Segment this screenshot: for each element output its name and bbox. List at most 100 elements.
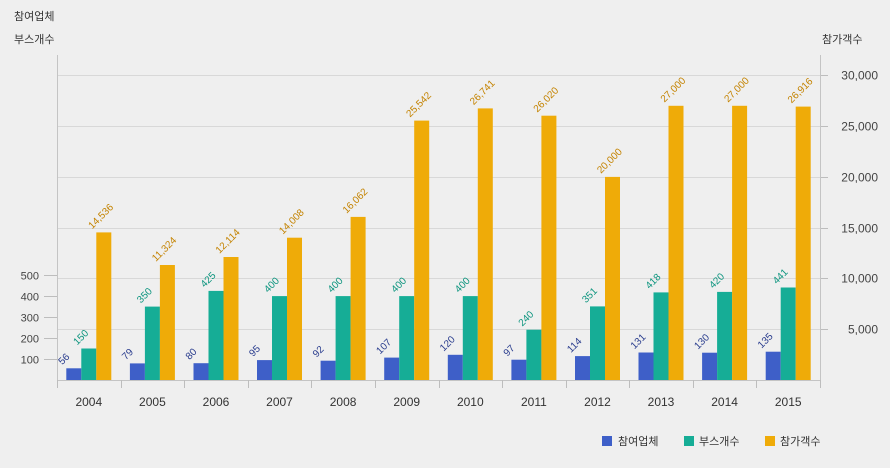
right-tick-label: 5,000	[848, 323, 878, 337]
bars	[66, 105, 811, 381]
bar-booths-2004	[81, 348, 97, 380]
bar-visitors-2011	[541, 115, 557, 380]
value-label-booths-2011: 240	[517, 309, 537, 329]
x-tick-label-2015: 2015	[775, 395, 802, 409]
x-tick-label-2005: 2005	[139, 395, 166, 409]
left-axis-title-line-1: 참여업체	[14, 10, 54, 23]
bar-booths-2014	[717, 291, 733, 380]
legend-swatch-visitors	[765, 436, 775, 446]
right-tick-label: 15,000	[841, 222, 878, 236]
bar-companies-2015	[765, 351, 781, 380]
bar-companies-2012	[575, 356, 590, 380]
value-label-visitors-2014: 27,000	[722, 75, 752, 105]
value-label-booths-2006: 425	[199, 270, 219, 290]
value-label-companies-2005: 79	[120, 347, 136, 363]
right-tick-label: 25,000	[841, 120, 878, 134]
left-tick-label: 500	[21, 271, 39, 283]
legend: 참여업체 부스개수 참가객수	[602, 435, 820, 448]
value-label-booths-2005: 350	[135, 286, 155, 306]
value-label-visitors-2004: 14,536	[87, 202, 117, 232]
value-label-companies-2011: 97	[502, 343, 518, 359]
bar-companies-2014	[702, 352, 718, 380]
x-tick-label-2004: 2004	[75, 395, 102, 409]
value-label-companies-2013: 131	[629, 332, 649, 352]
value-label-companies-2009: 107	[375, 337, 395, 357]
bar-visitors-2015	[795, 106, 811, 380]
x-tick-label-2008: 2008	[330, 395, 357, 409]
value-label-visitors-2005: 11,324	[150, 235, 179, 264]
bar-companies-2010	[447, 354, 463, 380]
bar-companies-2011	[511, 359, 527, 380]
value-label-visitors-2012: 20,000	[595, 146, 625, 176]
bar-visitors-2008	[350, 216, 366, 380]
right-axis-title: 참가객수	[822, 33, 862, 46]
legend-label-booths: 부스개수	[699, 435, 739, 448]
bar-booths-2009	[399, 296, 415, 380]
x-tick-label-2007: 2007	[266, 395, 293, 409]
left-tick-label: 300	[21, 313, 39, 325]
value-label-booths-2013: 418	[644, 272, 664, 292]
value-label-booths-2004: 150	[72, 328, 92, 348]
value-label-visitors-2006: 12,114	[214, 227, 243, 256]
bar-visitors-2014	[732, 105, 748, 381]
x-tick-label-2010: 2010	[457, 395, 484, 409]
x-tick-label-2011: 2011	[521, 395, 547, 409]
value-label-companies-2010: 120	[438, 334, 458, 354]
x-axis-labels: 2004 2005 2006 2007 2008 2009 2010 2011 2012 2013…	[75, 395, 801, 409]
bar-companies-2008	[320, 360, 336, 380]
x-tick-label-2012: 2012	[584, 395, 611, 409]
bar-companies-2006	[193, 363, 209, 380]
bar-booths-2012	[590, 306, 605, 380]
left-axis-title-line-2: 부스개수	[14, 33, 54, 46]
bar-booths-2006	[208, 290, 224, 380]
right-tick-label: 20,000	[841, 171, 878, 185]
bar-booths-2011	[526, 329, 542, 380]
legend-swatch-companies	[602, 436, 612, 446]
bar-visitors-2010	[477, 108, 493, 381]
bar-booths-2010	[462, 296, 478, 380]
x-tick-label-2006: 2006	[203, 395, 230, 409]
legend-label-visitors: 참가객수	[780, 435, 820, 448]
x-tick-label-2009: 2009	[393, 395, 420, 409]
bar-booths-2008	[335, 296, 351, 380]
value-label-visitors-2013: 27,000	[659, 75, 689, 105]
left-tick-label: 100	[21, 355, 39, 367]
value-label-visitors-2007: 14,008	[277, 207, 307, 237]
value-label-visitors-2009: 25,542	[405, 90, 435, 120]
value-label-visitors-2015: 26,916	[786, 76, 816, 106]
bar-visitors-2007	[287, 237, 302, 380]
value-label-companies-2012: 114	[565, 336, 584, 355]
gridlines	[57, 75, 820, 330]
x-tick-label-2013: 2013	[648, 395, 675, 409]
value-label-booths-2014: 420	[707, 271, 727, 291]
value-label-companies-2014: 130	[692, 332, 712, 352]
bar-companies-2005	[129, 363, 145, 380]
bar-visitors-2005	[159, 265, 175, 380]
bar-booths-2015	[780, 287, 796, 380]
bar-visitors-2012	[605, 176, 620, 380]
value-label-visitors-2008: 16,062	[341, 186, 371, 216]
x-tick-label-2014: 2014	[711, 395, 738, 409]
bar-companies-2013	[638, 352, 654, 380]
bar-visitors-2004	[96, 232, 112, 380]
bar-booths-2005	[144, 306, 160, 380]
right-tick-label: 10,000	[841, 272, 878, 286]
legend-label-companies: 참여업체	[618, 435, 658, 448]
value-label-companies-2008: 92	[311, 344, 327, 360]
value-label-companies-2015: 135	[756, 331, 776, 351]
bar-visitors-2006	[223, 257, 239, 380]
value-label-companies-2007: 95	[247, 343, 263, 359]
value-label-visitors-2011: 26,020	[532, 85, 562, 115]
bar-companies-2007	[257, 360, 272, 380]
legend-swatch-booths	[684, 436, 694, 446]
value-label-companies-2006: 80	[184, 346, 200, 362]
bar-companies-2004	[66, 368, 82, 380]
value-label-booths-2012: 351	[580, 286, 600, 306]
value-label-companies-2004: 56	[57, 351, 73, 367]
left-tick-label: 400	[21, 292, 39, 304]
bar-companies-2009	[384, 357, 400, 380]
value-label-booths-2015: 441	[771, 267, 791, 287]
bar-visitors-2009	[414, 120, 430, 380]
axes: 5,000 10,000 15,000 20,000 25,000 30,000 100 20…	[21, 55, 878, 388]
